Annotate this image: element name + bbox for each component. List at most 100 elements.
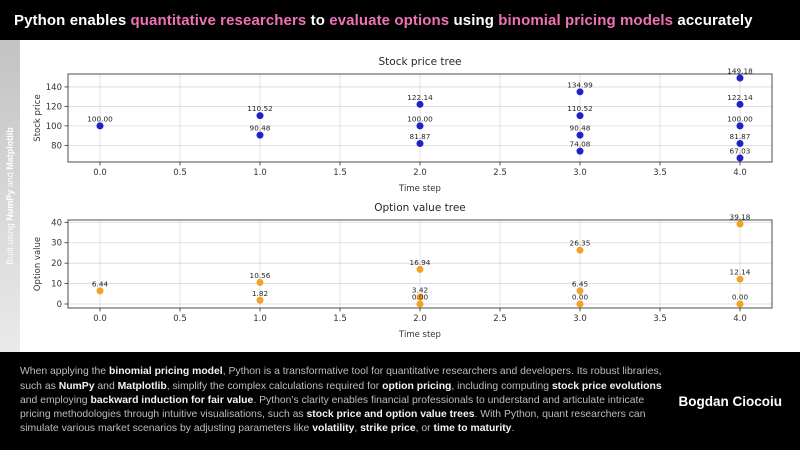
svg-text:40: 40 — [51, 218, 62, 228]
svg-text:2.0: 2.0 — [413, 314, 427, 324]
svg-text:110.52: 110.52 — [247, 104, 273, 113]
text-segment: , simplify the complex calculations requ… — [166, 380, 383, 392]
option-value-tree-chart: 0.0 0.5 1.0 1.5 2.0 2.5 3.0 3.5 4.0 0 10 20 30 40 Opti… — [33, 202, 773, 340]
svg-text:0.5: 0.5 — [173, 168, 187, 178]
svg-text:4.0: 4.0 — [733, 314, 747, 324]
svg-text:2.5: 2.5 — [493, 314, 507, 324]
stock-price-tree-chart: 0.0 0.5 1.0 1.5 2.0 2.5 3.0 3.5 4.080100120140St… — [33, 56, 773, 194]
svg-text:80: 80 — [51, 141, 62, 151]
svg-text:0.0: 0.0 — [93, 314, 107, 324]
svg-text:122.14: 122.14 — [727, 93, 753, 102]
svg-text:122.14: 122.14 — [407, 93, 433, 102]
svg-text:0.00: 0.00 — [412, 292, 429, 301]
text-segment: When applying the — [20, 366, 109, 378]
svg-text:Time step: Time step — [398, 184, 441, 194]
svg-text:120: 120 — [46, 102, 62, 112]
text-segment: accurately — [673, 11, 753, 29]
text-segment: strike price — [360, 423, 416, 435]
text-segment: stock price evolutions — [551, 380, 662, 392]
svg-text:0.5: 0.5 — [173, 314, 187, 324]
text-segment: . — [511, 423, 515, 435]
svg-text:6.44: 6.44 — [92, 279, 109, 288]
text-segment: binomial pricing model — [108, 366, 223, 378]
text-segment: Built using — [5, 220, 15, 265]
svg-text:81.87: 81.87 — [730, 132, 751, 141]
svg-text:74.08: 74.08 — [570, 140, 591, 149]
svg-text:90.48: 90.48 — [250, 124, 271, 133]
footer-bar: When applying the binomial pricing model… — [0, 352, 800, 450]
text-segment: Matplotlib — [117, 380, 167, 392]
text-segment: to — [306, 11, 330, 29]
text-segment: Matplotlib — [5, 127, 15, 170]
text-segment: , — [354, 423, 361, 435]
text-segment: backward induction for fair value — [90, 394, 254, 406]
text-segment: binomial pricing models — [498, 11, 674, 29]
footer-paragraph: When applying the binomial pricing model… — [20, 365, 670, 436]
svg-text:20: 20 — [51, 259, 62, 269]
text-segment: NumPy — [5, 189, 15, 221]
svg-text:110.52: 110.52 — [567, 104, 593, 113]
text-segment: , Python is a transformative tool for qu… — [20, 366, 662, 392]
svg-text:90.48: 90.48 — [570, 124, 591, 133]
text-segment: using — [449, 11, 499, 29]
text-segment: evaluate options — [329, 11, 450, 29]
svg-text:30: 30 — [51, 239, 62, 249]
text-segment: volatility — [312, 423, 355, 435]
text-segment: and — [5, 169, 15, 190]
svg-text:10: 10 — [51, 280, 62, 290]
text-segment: and employing — [20, 394, 91, 406]
headline: Python enables quantitative researchers … — [14, 12, 753, 29]
svg-text:6.45: 6.45 — [572, 279, 588, 288]
sidebar-credit-text: Built using NumPy and Matplotlib — [5, 127, 15, 265]
svg-text:1.5: 1.5 — [333, 168, 347, 178]
svg-text:0.00: 0.00 — [572, 292, 589, 301]
text-segment: , or — [415, 423, 434, 435]
text-segment: . Python’s clarity enables financial pro… — [20, 394, 645, 421]
svg-text:140: 140 — [46, 83, 62, 93]
svg-text:10.56: 10.56 — [250, 271, 271, 280]
text-segment: and — [94, 380, 118, 392]
svg-text:Option value: Option value — [33, 237, 43, 291]
svg-text:100.00: 100.00 — [87, 114, 113, 123]
text-segment: time to maturity — [433, 423, 512, 435]
text-segment: , including computing — [451, 380, 552, 392]
svg-text:3.5: 3.5 — [653, 168, 667, 178]
text-segment: NumPy — [58, 380, 95, 392]
svg-text:Stock price tree: Stock price tree — [379, 56, 462, 68]
text-segment: quantitative researchers — [130, 11, 307, 29]
svg-text:4.0: 4.0 — [733, 168, 747, 178]
svg-text:26.35: 26.35 — [570, 239, 591, 248]
svg-text:3.5: 3.5 — [653, 314, 667, 324]
svg-text:Option value tree: Option value tree — [374, 202, 466, 214]
svg-text:0.00: 0.00 — [732, 292, 749, 301]
svg-text:1.5: 1.5 — [333, 314, 347, 324]
svg-text:1.82: 1.82 — [252, 289, 268, 298]
svg-text:0.0: 0.0 — [93, 168, 107, 178]
svg-text:1.0: 1.0 — [253, 168, 267, 178]
svg-text:81.87: 81.87 — [410, 132, 431, 141]
text-segment: option pricing — [382, 380, 452, 392]
svg-text:3.0: 3.0 — [573, 314, 587, 324]
svg-text:1.0: 1.0 — [253, 314, 267, 324]
svg-text:2.5: 2.5 — [493, 168, 507, 178]
svg-text:Time step: Time step — [398, 330, 441, 340]
svg-text:134.99: 134.99 — [567, 80, 593, 89]
svg-text:3.42: 3.42 — [412, 286, 428, 295]
svg-text:2.0: 2.0 — [413, 168, 427, 178]
svg-text:67.03: 67.03 — [730, 146, 751, 155]
text-segment: stock price and option value trees — [306, 409, 475, 421]
svg-text:39.18: 39.18 — [730, 213, 751, 222]
svg-text:16.94: 16.94 — [410, 258, 431, 267]
svg-text:3.0: 3.0 — [573, 168, 587, 178]
headline-bar: Python enables quantitative researchers … — [0, 0, 800, 40]
svg-text:12.14: 12.14 — [730, 268, 751, 277]
svg-text:Stock price: Stock price — [33, 94, 43, 141]
svg-text:100.00: 100.00 — [407, 114, 433, 123]
sidebar-credit-strip: Built using NumPy and Matplotlib — [0, 40, 20, 352]
text-segment: Python enables — [14, 11, 131, 29]
svg-text:149.18: 149.18 — [727, 67, 753, 76]
text-segment: . With Python, quant researchers can sim… — [20, 409, 646, 435]
svg-text:100.00: 100.00 — [727, 114, 753, 123]
svg-text:100: 100 — [46, 122, 62, 132]
